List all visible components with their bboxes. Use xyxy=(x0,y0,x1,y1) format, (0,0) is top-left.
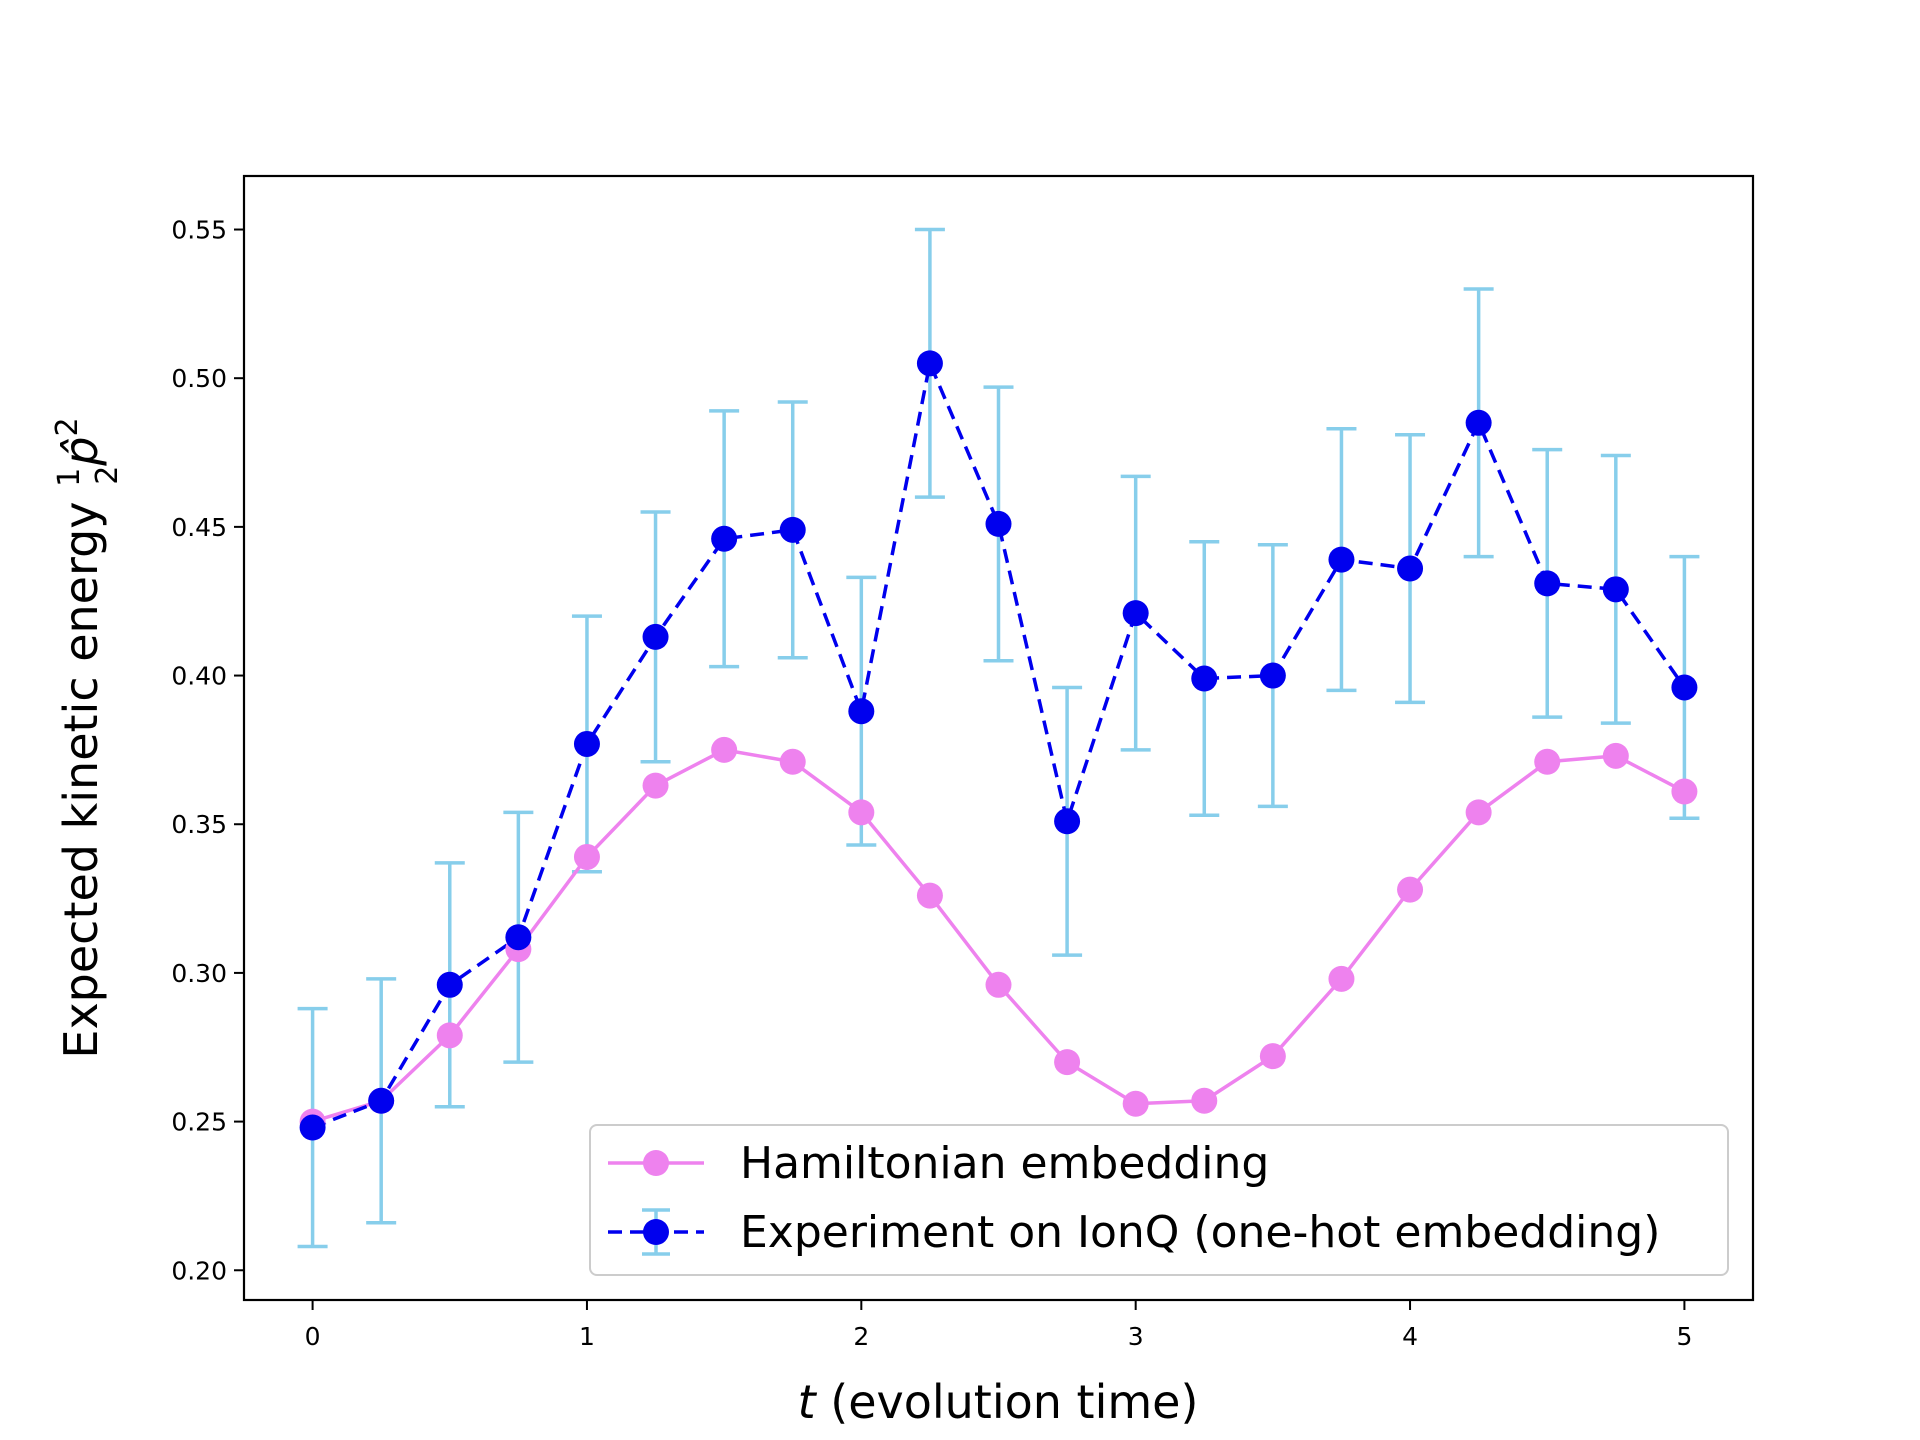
data-point-experiment xyxy=(299,1114,326,1141)
y-tick-label: 0.30 xyxy=(171,959,227,988)
y-tick-label: 0.55 xyxy=(171,216,227,245)
legend: Hamiltonian embedding Experiment on IonQ… xyxy=(589,1124,1729,1276)
data-point-hamiltonian xyxy=(436,1022,463,1049)
data-point-experiment xyxy=(848,698,875,725)
data-point-experiment xyxy=(1602,576,1629,603)
y-tick-label: 0.45 xyxy=(171,513,227,542)
data-point-experiment xyxy=(1465,409,1492,436)
legend-box xyxy=(589,1124,1729,1276)
data-point-hamiltonian xyxy=(1602,742,1629,769)
data-point-experiment xyxy=(436,971,463,998)
y-tick-label: 0.40 xyxy=(171,662,227,691)
y-tick-label: 0.35 xyxy=(171,810,227,839)
data-point-experiment xyxy=(1054,808,1081,835)
y-tick-label: 0.25 xyxy=(171,1108,227,1137)
x-tick-label: 0 xyxy=(305,1322,321,1351)
data-point-hamiltonian xyxy=(1534,748,1561,775)
data-point-hamiltonian xyxy=(1191,1087,1218,1114)
x-axis-ticks: 0 1 2 3 4 5 xyxy=(305,1300,1692,1351)
data-point-experiment xyxy=(642,623,669,650)
x-tick-label: 2 xyxy=(853,1322,869,1351)
data-point-experiment xyxy=(1328,546,1355,573)
x-tick-label: 5 xyxy=(1676,1322,1692,1351)
x-axis-label: t (evolution time) xyxy=(798,1375,1199,1429)
data-point-hamiltonian xyxy=(1671,778,1698,805)
legend-label-hamiltonian: Hamiltonian embedding xyxy=(740,1138,1269,1189)
data-point-experiment xyxy=(573,730,600,757)
data-point-experiment xyxy=(1122,600,1149,627)
data-point-hamiltonian xyxy=(916,882,943,909)
data-point-hamiltonian xyxy=(1465,799,1492,826)
data-point-hamiltonian xyxy=(985,971,1012,998)
legend-label-experiment: Experiment on IonQ (one-hot embedding) xyxy=(740,1207,1660,1258)
data-point-hamiltonian xyxy=(848,799,875,826)
data-point-experiment xyxy=(916,350,943,377)
data-point-hamiltonian xyxy=(779,748,806,775)
data-point-hamiltonian xyxy=(1328,965,1355,992)
y-tick-label: 0.20 xyxy=(171,1256,227,1285)
series-markers xyxy=(299,350,1698,1141)
data-point-experiment xyxy=(368,1087,395,1114)
plot-frame xyxy=(242,174,1755,1302)
data-point-hamiltonian xyxy=(1397,876,1424,903)
data-point-experiment xyxy=(711,525,738,552)
legend-marker-experiment xyxy=(643,1219,669,1245)
data-point-hamiltonian xyxy=(573,843,600,870)
x-tick-label: 1 xyxy=(579,1322,595,1351)
x-tick-label: 4 xyxy=(1402,1322,1418,1351)
y-axis-ticks: 0.20 0.25 0.30 0.35 0.40 0.45 0.50 0.55 xyxy=(171,216,244,1285)
data-point-experiment xyxy=(779,516,806,543)
series-line-experiment xyxy=(311,361,1686,1130)
data-point-experiment xyxy=(1259,662,1286,689)
data-point-hamiltonian xyxy=(1122,1090,1149,1117)
data-point-experiment xyxy=(1534,570,1561,597)
data-point-experiment xyxy=(1671,674,1698,701)
legend-marker-hamiltonian xyxy=(643,1150,669,1176)
y-tick-label: 0.50 xyxy=(171,364,227,393)
x-tick-label: 3 xyxy=(1128,1322,1144,1351)
data-point-hamiltonian xyxy=(642,772,669,799)
data-point-hamiltonian xyxy=(1054,1049,1081,1076)
data-point-experiment xyxy=(1397,555,1424,582)
data-point-hamiltonian xyxy=(1259,1043,1286,1070)
data-point-hamiltonian xyxy=(711,736,738,763)
data-point-experiment xyxy=(985,510,1012,537)
data-point-experiment xyxy=(505,924,532,951)
data-point-experiment xyxy=(1191,665,1218,692)
